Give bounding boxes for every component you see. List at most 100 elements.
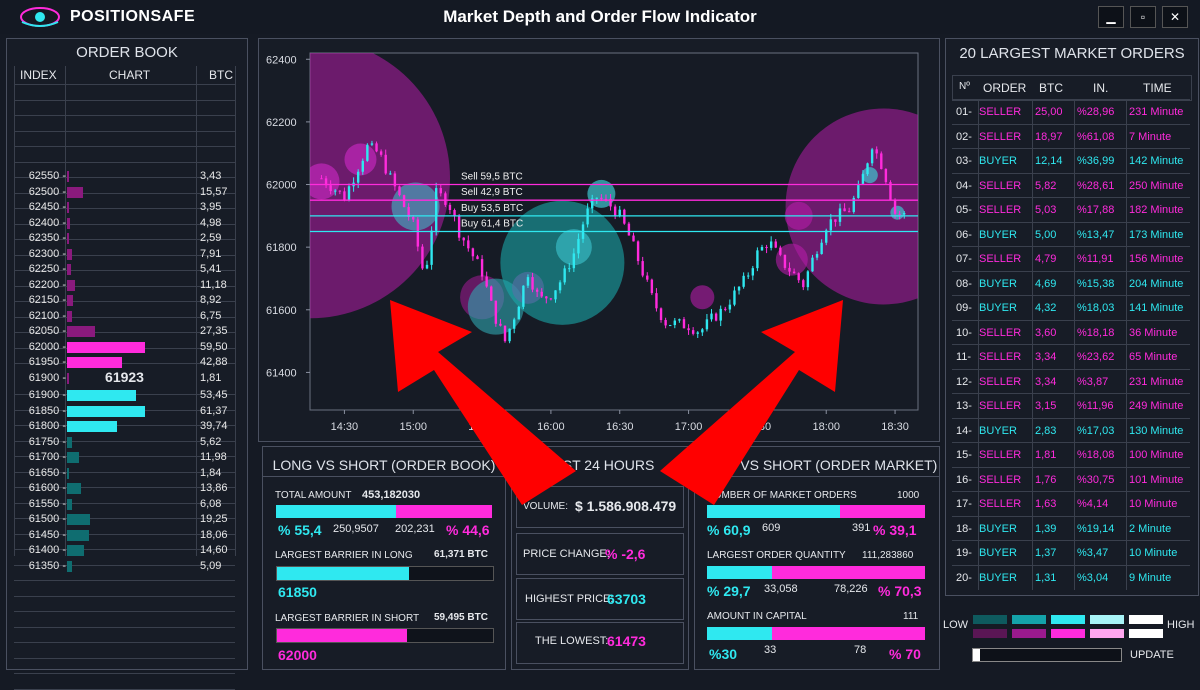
- order-book-row[interactable]: 62250 - 5,41: [14, 262, 235, 277]
- order-book-row[interactable]: 61850 - 61,37: [14, 404, 235, 419]
- grid-line: [1074, 467, 1075, 492]
- market-order-row[interactable]: 15- SELLER 1,81 %18,08 100 Minute: [952, 442, 1190, 467]
- order-book-row[interactable]: 62150 - 8,92: [14, 293, 235, 308]
- maximize-button[interactable]: ▫: [1130, 6, 1156, 28]
- candle-body: [595, 197, 598, 199]
- order-book-row[interactable]: 61800 - 39,74: [14, 419, 235, 434]
- candle-body: [678, 319, 681, 321]
- volume-bar: [67, 264, 71, 275]
- order-book-row[interactable]: 62550 - 3,43: [14, 169, 235, 184]
- btc-amount: 5,41: [200, 263, 222, 275]
- candle-body: [903, 213, 906, 215]
- price-level: 61700 -: [28, 451, 66, 463]
- market-order-row[interactable]: 03- BUYER 12,14 %36,99 142 Minute: [952, 148, 1190, 173]
- order-book-row[interactable]: 61600 - 13,86: [14, 481, 235, 496]
- order-book-row[interactable]: 61450 - 18,06: [14, 528, 235, 543]
- candle-body: [623, 209, 626, 224]
- market-order-row[interactable]: 19- BUYER 1,37 %3,47 10 Minute: [952, 540, 1190, 565]
- order-time: 142 Minute: [1129, 155, 1184, 167]
- order-bubble[interactable]: [690, 285, 715, 310]
- grid-line: [1126, 345, 1127, 369]
- market-order-row[interactable]: 05- SELLER 5,03 %17,88 182 Minute: [952, 197, 1190, 222]
- market-order-row[interactable]: 17- SELLER 1,63 %4,14 10 Minute: [952, 491, 1190, 516]
- market-order-row[interactable]: 18- BUYER 1,39 %19,14 2 Minute: [952, 515, 1190, 541]
- grid-line: [14, 673, 235, 674]
- market-order-row[interactable]: 10- SELLER 3,60 %18,18 36 Minute: [952, 319, 1190, 345]
- order-bubble[interactable]: [344, 143, 377, 176]
- order-bubble[interactable]: [391, 182, 440, 231]
- order-book-row[interactable]: 62350 - 2,59: [14, 231, 235, 246]
- candle-body: [825, 230, 828, 243]
- order-book-row[interactable]: 61700 - 11,98: [14, 450, 235, 465]
- order-book-row[interactable]: 61500 - 19,25: [14, 512, 235, 527]
- candle-body: [857, 183, 860, 198]
- order-book-row[interactable]: 61400 - 14,60: [14, 543, 235, 558]
- order-book-row[interactable]: 61650 - 1,84: [14, 466, 235, 481]
- order-book-row[interactable]: 62500 - 15,57: [14, 185, 235, 200]
- order-bubble[interactable]: [890, 205, 905, 220]
- legend-swatch: [1051, 615, 1085, 624]
- candle-body: [751, 268, 755, 276]
- price-level: 61650 -: [28, 466, 66, 479]
- order-bubble[interactable]: [861, 167, 878, 184]
- order-book-row[interactable]: 61950 - 42,88: [14, 355, 235, 370]
- grid-line: [1032, 247, 1033, 271]
- order-book-row[interactable]: 61550 - 6,08: [14, 497, 235, 512]
- order-book-row[interactable]: 61350 - 5,09: [14, 559, 235, 574]
- market-order-row[interactable]: 02- SELLER 18,97 %61,08 7 Minute: [952, 123, 1190, 149]
- order-book-row[interactable]: 62050 - 27,35: [14, 324, 235, 339]
- grid-line: [196, 66, 197, 556]
- order-book-row[interactable]: 61900 - 1,81: [14, 371, 235, 386]
- legend-swatch: [1129, 615, 1163, 624]
- short-amount: 202,231: [395, 523, 435, 535]
- market-order-row[interactable]: 04- SELLER 5,82 %28,61 250 Minute: [952, 172, 1190, 198]
- market-order-row[interactable]: 01- SELLER 25,00 %28,96 231 Minute: [952, 99, 1190, 124]
- order-book-row[interactable]: 62200 - 11,18: [14, 278, 235, 293]
- market-order-row[interactable]: 08- BUYER 4,69 %15,38 204 Minute: [952, 270, 1190, 296]
- order-in: %61,08: [1077, 130, 1115, 143]
- grid-line: [1032, 516, 1033, 541]
- legend-swatch: [1012, 629, 1046, 638]
- order-book-row[interactable]: 62450 - 3,95: [14, 200, 235, 215]
- y-tick-label: 61600: [266, 305, 297, 317]
- order-book-row[interactable]: 61750 - 5,62: [14, 435, 235, 450]
- order-book-row[interactable]: 62100 - 6,75: [14, 309, 235, 324]
- y-tick-label: 62200: [266, 117, 297, 129]
- market-order-row[interactable]: 20- BUYER 1,31 %3,04 9 Minute: [952, 564, 1190, 590]
- price-level: 62250 -: [28, 263, 66, 275]
- market-order-row[interactable]: 14- BUYER 2,83 %17,03 130 Minute: [952, 417, 1190, 443]
- market-order-row[interactable]: 07- SELLER 4,79 %11,91 156 Minute: [952, 246, 1190, 271]
- candle-body: [512, 319, 516, 329]
- update-progress-bar[interactable]: [972, 648, 1122, 662]
- volume-bar: [67, 186, 83, 198]
- order-book-row[interactable]: 62300 - 7,91: [14, 247, 235, 262]
- barrier-long-bar: [276, 566, 494, 581]
- btc-amount: 5,62: [200, 435, 222, 448]
- logo-icon: [18, 4, 62, 30]
- order-book-row[interactable]: 62000 - 59,50: [14, 340, 235, 355]
- order-book-row[interactable]: 62400 - 4,98: [14, 216, 235, 231]
- market-order-row[interactable]: 11- SELLER 3,34 %23,62 65 Minute: [952, 344, 1190, 369]
- close-button[interactable]: ✕: [1162, 6, 1188, 28]
- order-bubble[interactable]: [587, 179, 616, 208]
- candle-body: [792, 271, 796, 274]
- order-book-row[interactable]: 61900 - 53,45: [14, 388, 235, 403]
- grid-line: [1032, 565, 1033, 590]
- market-order-row[interactable]: 13- SELLER 3,15 %11,96 249 Minute: [952, 393, 1190, 418]
- order-bubble[interactable]: [258, 38, 450, 319]
- minimize-button[interactable]: ▁: [1098, 6, 1124, 28]
- price-chart[interactable]: 62400 62200 62000 61800 61600 61400 14:30 15:00…: [258, 38, 938, 440]
- market-order-row[interactable]: 16- SELLER 1,76 %30,75 101 Minute: [952, 466, 1190, 492]
- candle-body: [843, 208, 846, 212]
- candle-body: [724, 308, 727, 310]
- market-order-row[interactable]: 06- BUYER 5,00 %13,47 173 Minute: [952, 221, 1190, 247]
- largest-quantity-short: 78,226: [834, 583, 868, 595]
- market-order-row[interactable]: 09- BUYER 4,32 %18,03 141 Minute: [952, 295, 1190, 320]
- market-order-row[interactable]: 12- SELLER 3,34 %3,87 231 Minute: [952, 368, 1190, 394]
- candle-body: [402, 195, 406, 208]
- order-number: 07-: [956, 253, 972, 265]
- order-bubble[interactable]: [785, 108, 938, 305]
- candle-body: [416, 219, 420, 247]
- header-index: INDEX: [20, 68, 57, 82]
- order-bubble[interactable]: [303, 163, 340, 200]
